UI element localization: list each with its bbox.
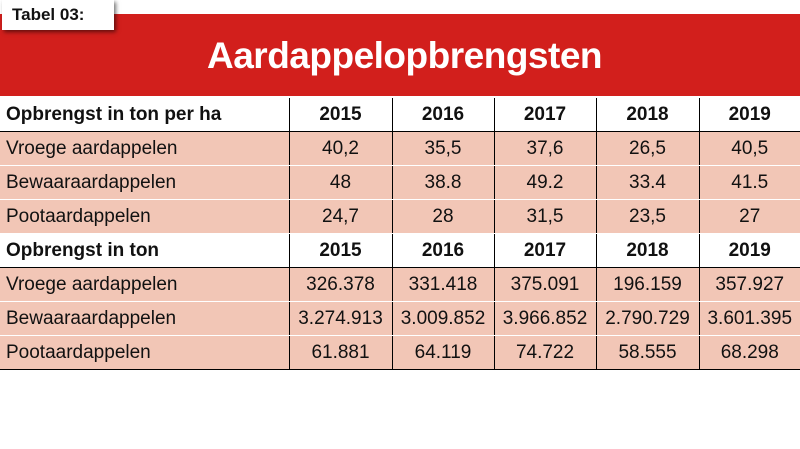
value-cell: 40,5: [699, 131, 800, 166]
value-cell: 375.091: [494, 267, 597, 302]
row-label: Pootaardappelen: [0, 335, 290, 370]
value-cell: 38.8: [392, 165, 495, 200]
title-banner: [0, 14, 800, 96]
year-header-cell: 2017: [494, 233, 597, 268]
value-cell: 33.4: [596, 165, 700, 200]
year-header-cell: 2019: [699, 98, 800, 132]
value-cell: 3.966.852: [494, 301, 597, 336]
year-header-cell: 2016: [392, 98, 495, 132]
year-header-cell: 2018: [596, 98, 700, 132]
table-row: Pootaardappelen 61.881 64.119 74.722 58.555 6…: [0, 335, 800, 370]
value-cell: 35,5: [392, 131, 495, 166]
year-header-cell: 2019: [699, 233, 800, 268]
value-cell: 61.881: [289, 335, 393, 370]
section-header-label: Opbrengst in ton: [0, 233, 290, 268]
year-header-cell: 2015: [289, 233, 393, 268]
year-header-cell: 2018: [596, 233, 700, 268]
value-cell: 3.274.913: [289, 301, 393, 336]
table-row: Bewaaraardappelen 3.274.913 3.009.852 3.966…: [0, 301, 800, 336]
value-cell: 68.298: [699, 335, 800, 370]
value-cell: 31,5: [494, 199, 597, 234]
row-label: Bewaaraardappelen: [0, 165, 290, 200]
value-cell: 48: [289, 165, 393, 200]
value-cell: 326.378: [289, 267, 393, 302]
section-header-row: Opbrengst in ton 2015 2016 2017 2018 2019: [0, 233, 800, 268]
yield-table: Opbrengst in ton per ha 2015 2016 2017 2018 2…: [0, 98, 800, 370]
year-header-cell: 2015: [289, 98, 393, 132]
value-cell: 26,5: [596, 131, 700, 166]
row-label: Pootaardappelen: [0, 199, 290, 234]
value-cell: 2.790.729: [596, 301, 700, 336]
table-row: Pootaardappelen 24,7 28 31,5 23,5 27: [0, 199, 800, 234]
value-cell: 64.119: [392, 335, 495, 370]
value-cell: 3.601.395: [699, 301, 800, 336]
value-cell: 196.159: [596, 267, 700, 302]
value-cell: 40,2: [289, 131, 393, 166]
year-header-cell: 2016: [392, 233, 495, 268]
value-cell: 41.5: [699, 165, 800, 200]
value-cell: 24,7: [289, 199, 393, 234]
value-cell: 37,6: [494, 131, 597, 166]
table-title: Aardappelopbrengsten: [207, 35, 603, 76]
value-cell: 331.418: [392, 267, 495, 302]
value-cell: 357.927: [699, 267, 800, 302]
value-cell: 23,5: [596, 199, 700, 234]
table-row: Bewaaraardappelen 48 38.8 49.2 33.4 41.5: [0, 165, 800, 200]
row-label: Bewaaraardappelen: [0, 301, 290, 336]
value-cell: 58.555: [596, 335, 700, 370]
yield-table-body: Opbrengst in ton per ha 2015 2016 2017 2018 2…: [0, 98, 800, 370]
section-header-row: Opbrengst in ton per ha 2015 2016 2017 2018 2…: [0, 98, 800, 132]
value-cell: 49.2: [494, 165, 597, 200]
table-tag: Tabel 03:: [2, 0, 114, 30]
value-cell: 28: [392, 199, 495, 234]
year-header-cell: 2017: [494, 98, 597, 132]
row-label: Vroege aardappelen: [0, 131, 290, 166]
value-cell: 3.009.852: [392, 301, 495, 336]
table-row: Vroege aardappelen 40,2 35,5 37,6 26,5 40,5: [0, 131, 800, 166]
value-cell: 74.722: [494, 335, 597, 370]
table-row: Vroege aardappelen 326.378 331.418 375.091 1…: [0, 267, 800, 302]
row-label: Vroege aardappelen: [0, 267, 290, 302]
section-header-label: Opbrengst in ton per ha: [0, 98, 290, 132]
value-cell: 27: [699, 199, 800, 234]
